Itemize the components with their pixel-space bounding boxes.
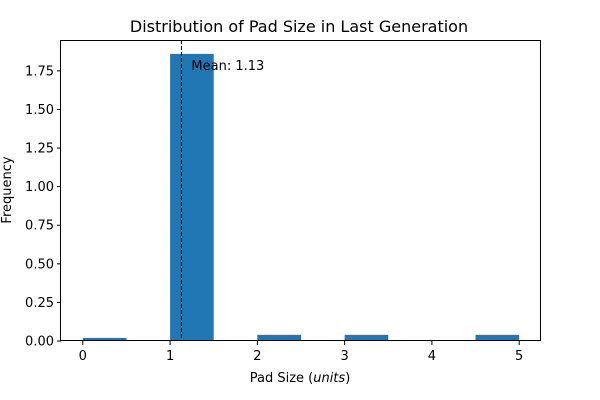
mean-annotation: Mean: 1.13 [191, 59, 264, 74]
y-tick-label: 0.00 [25, 335, 54, 350]
y-axis-label: Frequency [0, 156, 15, 223]
bar-1 [170, 53, 214, 342]
x-tick-label: 2 [253, 349, 261, 364]
bar-0 [82, 337, 127, 341]
x-axis-label-main: Pad Size ( [250, 371, 314, 386]
x-tick-label: 1 [166, 349, 174, 364]
y-tick-label: 1.50 [25, 103, 54, 118]
x-axis-label-suffix: ) [345, 371, 350, 386]
y-tick-label: 1.00 [25, 180, 54, 195]
bar-2 [257, 334, 301, 341]
bars-group [82, 53, 520, 342]
x-tick-label: 3 [340, 349, 348, 364]
y-tick-label: 1.75 [25, 64, 54, 79]
y-tick-label: 1.25 [25, 142, 54, 157]
plot-frame [60, 40, 541, 341]
mean-layer: Mean: 1.13 [180, 40, 264, 341]
x-tick-label: 0 [79, 349, 87, 364]
x-tick-label: 5 [515, 349, 523, 364]
bar-4 [475, 334, 520, 341]
x-axis-label-unit: units [313, 371, 345, 386]
chart-title: Distribution of Pad Size in Last Generat… [130, 17, 468, 36]
y-tick-label: 0.50 [25, 257, 54, 272]
y-tick-label: 0.25 [25, 296, 54, 311]
x-axis: 0 1 2 3 4 5 [79, 341, 523, 364]
x-axis-label: Pad Size (units) [250, 371, 351, 386]
y-axis: 0.00 0.25 0.50 0.75 1.00 1.25 1.50 1.75 [25, 64, 61, 350]
bar-3 [344, 334, 389, 341]
x-tick-label: 4 [428, 349, 436, 364]
y-tick-label: 0.75 [25, 219, 54, 234]
